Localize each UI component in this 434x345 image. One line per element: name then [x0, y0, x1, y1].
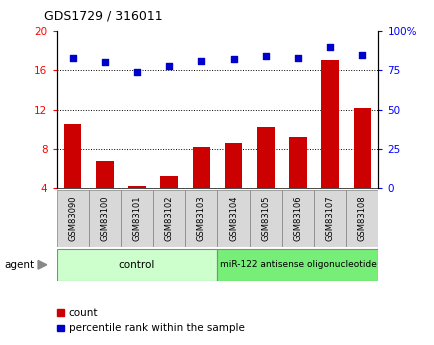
Text: GSM83106: GSM83106 [293, 195, 302, 241]
Bar [96, 160, 113, 188]
FancyBboxPatch shape [249, 190, 281, 247]
Text: GSM83107: GSM83107 [325, 195, 334, 241]
FancyBboxPatch shape [217, 190, 249, 247]
Text: GSM83100: GSM83100 [100, 196, 109, 241]
Text: count: count [69, 308, 98, 317]
Text: control: control [118, 260, 155, 270]
Text: GSM83104: GSM83104 [229, 196, 237, 241]
Bar [224, 143, 242, 188]
Text: percentile rank within the sample: percentile rank within the sample [69, 323, 244, 333]
FancyBboxPatch shape [345, 190, 378, 247]
Bar [256, 127, 274, 188]
Point [197, 58, 204, 63]
Bar [321, 60, 338, 188]
Point [230, 57, 237, 62]
Point [358, 52, 365, 57]
Point [133, 69, 140, 75]
FancyBboxPatch shape [56, 249, 217, 280]
Point [326, 44, 333, 50]
Bar [289, 137, 306, 188]
Bar [160, 176, 178, 188]
Bar [128, 186, 145, 188]
Text: GSM83105: GSM83105 [261, 196, 270, 241]
Point [101, 60, 108, 65]
Text: GSM83102: GSM83102 [164, 196, 173, 241]
Bar [192, 147, 210, 188]
Text: GDS1729 / 316011: GDS1729 / 316011 [43, 9, 162, 22]
Point [69, 55, 76, 60]
Polygon shape [38, 260, 47, 269]
Bar [353, 108, 370, 188]
Point [294, 55, 301, 60]
Text: agent: agent [4, 260, 34, 270]
FancyBboxPatch shape [56, 190, 89, 247]
Text: GSM83103: GSM83103 [197, 195, 205, 241]
Text: GSM83101: GSM83101 [132, 196, 141, 241]
FancyBboxPatch shape [153, 190, 185, 247]
Point [262, 53, 269, 59]
FancyBboxPatch shape [185, 190, 217, 247]
Point [165, 63, 172, 68]
FancyBboxPatch shape [217, 249, 378, 280]
Text: miR-122 antisense oligonucleotide: miR-122 antisense oligonucleotide [219, 260, 375, 269]
FancyBboxPatch shape [89, 190, 121, 247]
Bar [64, 124, 81, 188]
FancyBboxPatch shape [121, 190, 153, 247]
FancyBboxPatch shape [313, 190, 345, 247]
FancyBboxPatch shape [281, 190, 313, 247]
Text: GSM83090: GSM83090 [68, 196, 77, 241]
Text: GSM83108: GSM83108 [357, 195, 366, 241]
